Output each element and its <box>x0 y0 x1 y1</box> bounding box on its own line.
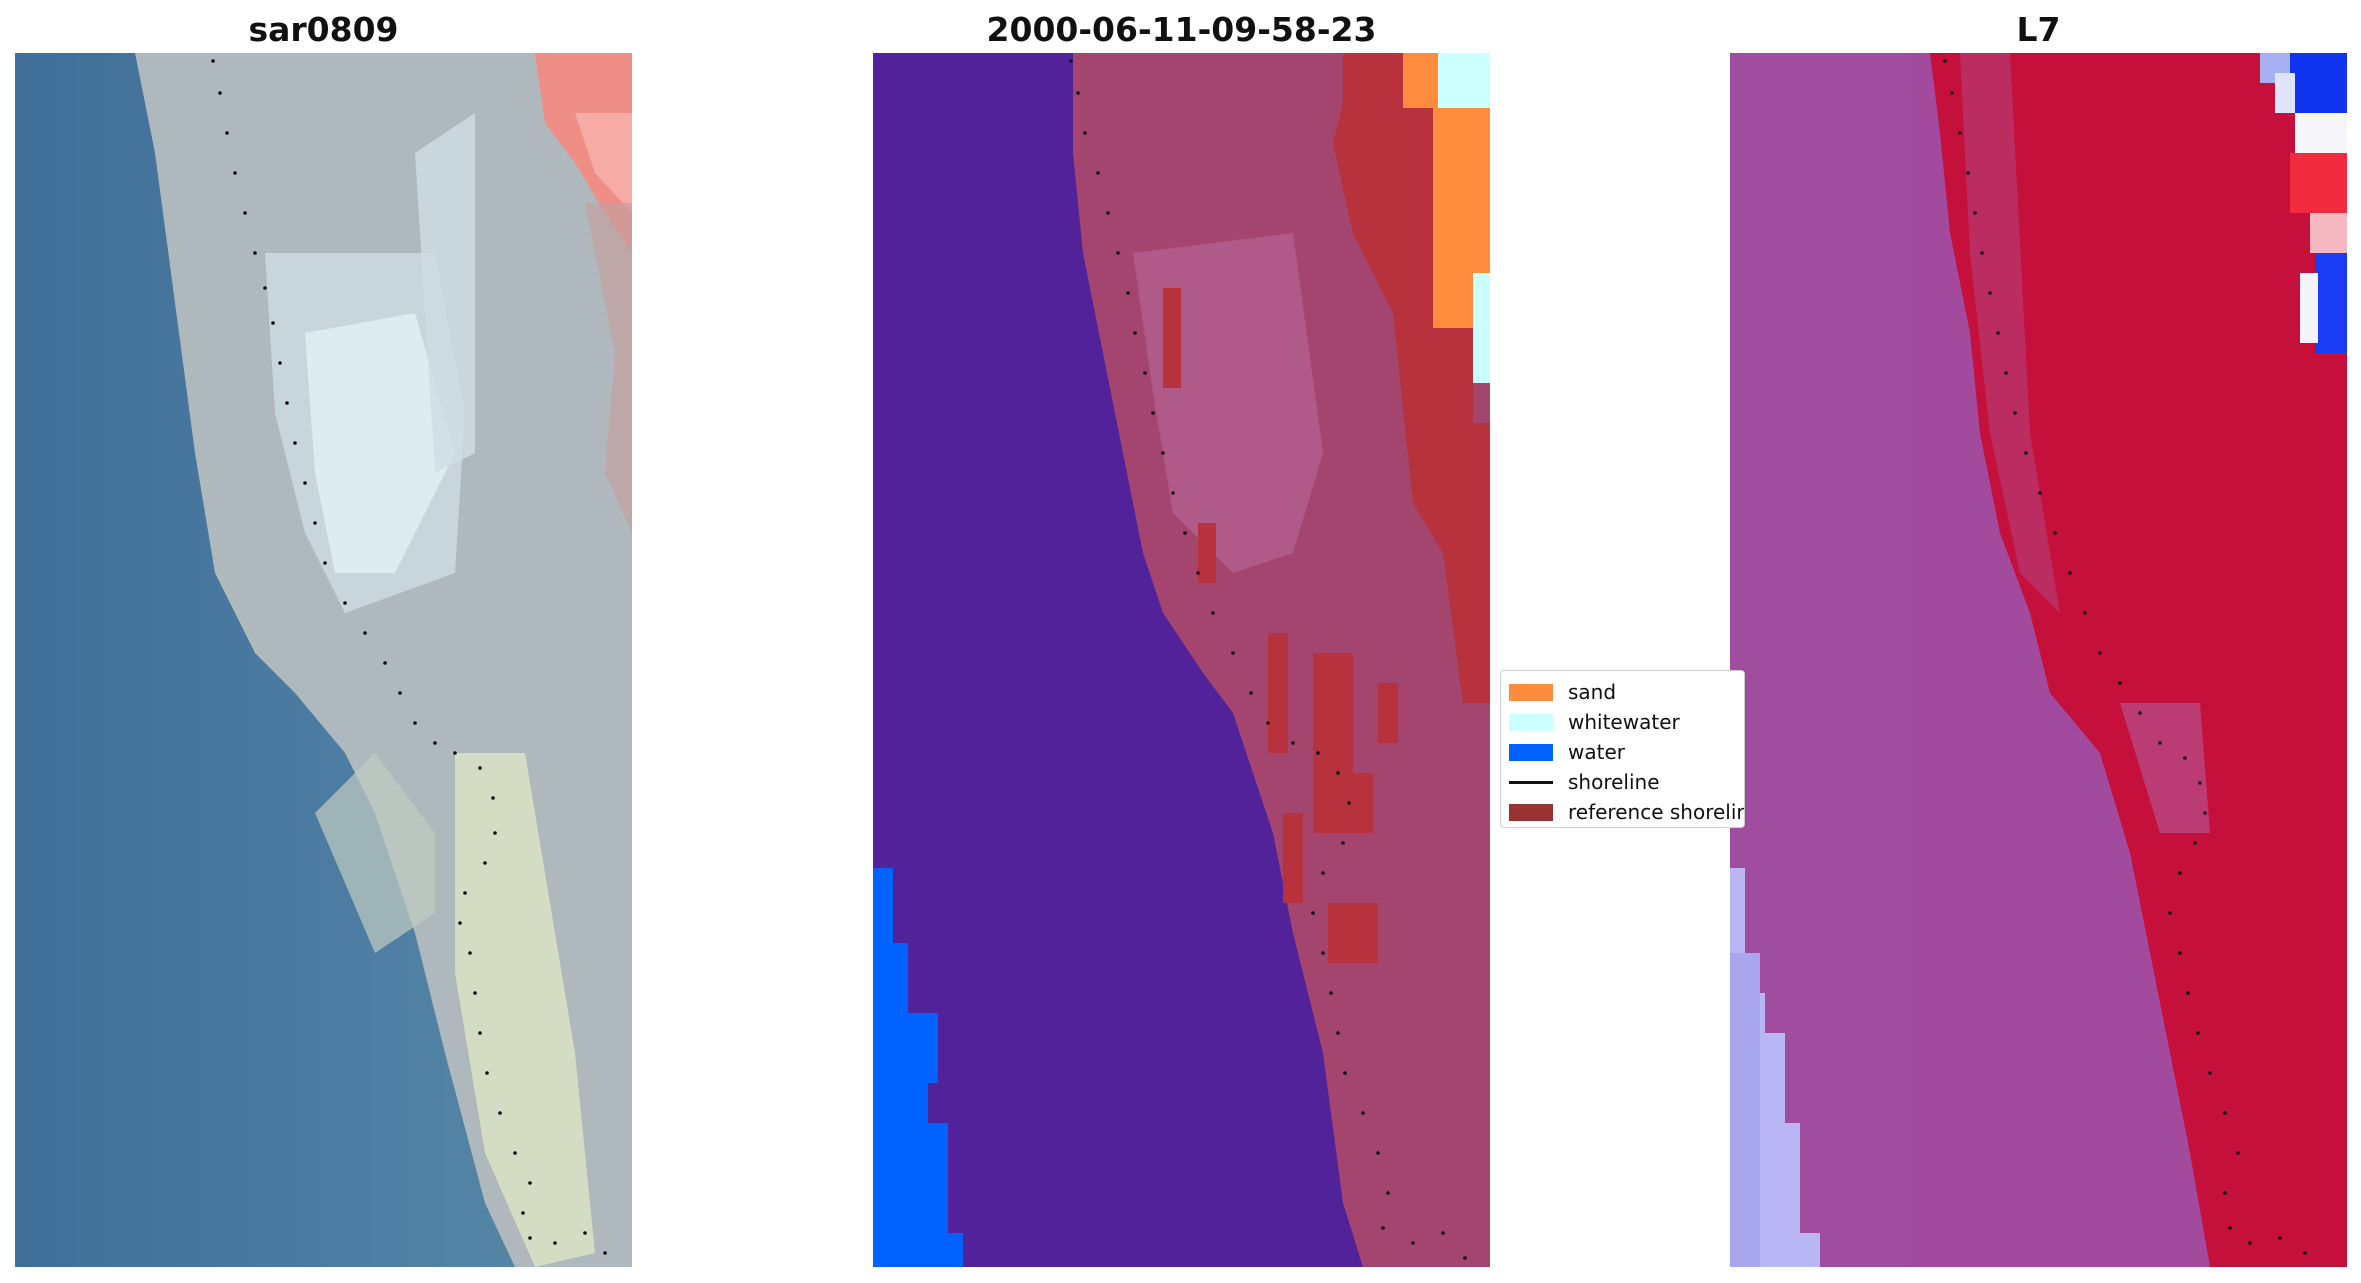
panel-title-index: L7 <box>2016 10 2061 49</box>
shoreline-dots <box>1069 59 1467 1260</box>
legend-label: sand <box>1568 680 1617 704</box>
rgb-image-panel <box>15 53 632 1267</box>
classification-panel <box>873 53 1490 1267</box>
legend-label: shoreline <box>1568 770 1660 794</box>
legend-color-swatch <box>1509 713 1553 731</box>
rgb-image <box>15 53 632 1267</box>
legend-item-water: water <box>1509 737 1744 767</box>
index-panel <box>1730 53 2347 1267</box>
legend-label: water <box>1568 740 1625 764</box>
legend-color-swatch <box>1509 683 1553 701</box>
legend-color-swatch <box>1509 743 1553 761</box>
legend: sand whitewater water shoreline reference sh… <box>1500 670 1745 828</box>
legend-line-swatch <box>1509 780 1553 784</box>
panel-title-classification: 2000-06-11-09-58-23 <box>986 10 1377 49</box>
legend-item-sand: sand <box>1509 677 1744 707</box>
index-image <box>1730 53 2347 1267</box>
legend-item-whitewater: whitewater <box>1509 707 1744 737</box>
legend-label: reference shoreline <box>1568 800 1745 824</box>
classification-image <box>873 53 1490 1267</box>
legend-item-shoreline: shoreline <box>1509 767 1744 797</box>
shoreline-dots <box>211 59 607 1255</box>
legend-item-reference-shoreline: reference shoreline <box>1509 797 1744 827</box>
legend-color-swatch <box>1509 803 1553 821</box>
legend-label: whitewater <box>1568 710 1680 734</box>
panel-title-rgb: sar0809 <box>248 10 399 49</box>
shoreline-dots <box>1943 59 2307 1255</box>
